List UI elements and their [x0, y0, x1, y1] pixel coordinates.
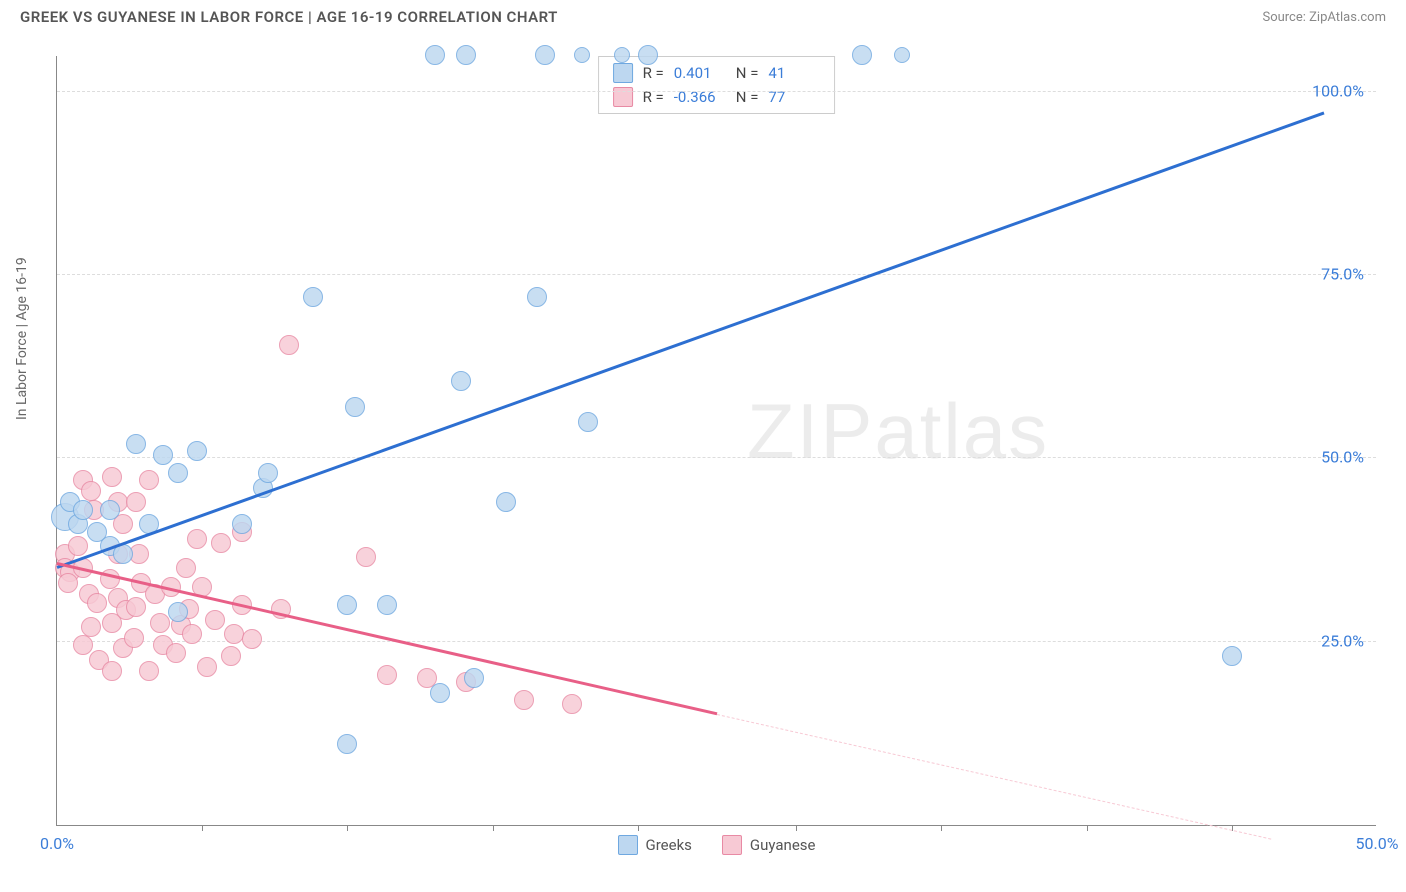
- data-point: [377, 665, 397, 685]
- x-tick: [638, 825, 639, 831]
- data-point: [337, 734, 357, 754]
- data-point: [211, 533, 231, 553]
- data-point: [527, 287, 547, 307]
- data-point: [221, 646, 241, 666]
- data-point: [1222, 646, 1242, 666]
- data-point: [126, 597, 146, 617]
- legend-item-greeks: Greeks: [618, 835, 692, 855]
- data-point: [894, 47, 910, 63]
- legend-item-guyanese: Guyanese: [722, 835, 816, 855]
- stats-row-guyanese: R = -0.366 N = 77: [613, 85, 821, 109]
- gridline: [57, 457, 1376, 458]
- data-point: [337, 595, 357, 615]
- legend-label-guyanese: Guyanese: [750, 836, 816, 854]
- x-tick: [796, 825, 797, 831]
- data-point: [126, 492, 146, 512]
- data-point: [377, 595, 397, 615]
- r-value-greeks: 0.401: [674, 64, 726, 82]
- data-point: [614, 47, 630, 63]
- data-point: [464, 668, 484, 688]
- data-point: [124, 628, 144, 648]
- data-point: [514, 690, 534, 710]
- data-point: [139, 661, 159, 681]
- data-point: [535, 45, 555, 65]
- data-point: [232, 514, 252, 534]
- r-label: R =: [643, 64, 664, 82]
- data-point: [73, 500, 93, 520]
- data-point: [176, 558, 196, 578]
- x-tick-label: 0.0%: [40, 834, 74, 853]
- x-tick: [941, 825, 942, 831]
- data-point: [81, 481, 101, 501]
- data-point: [456, 45, 476, 65]
- data-point: [197, 657, 217, 677]
- data-point: [153, 445, 173, 465]
- x-tick-label: 50.0%: [1356, 834, 1399, 853]
- n-value-greeks: 41: [768, 64, 820, 82]
- data-point: [574, 47, 590, 63]
- gridline: [57, 91, 1376, 92]
- correlation-stats-box: R = 0.401 N = 41 R = -0.366 N = 77: [598, 56, 836, 114]
- data-point: [578, 412, 598, 432]
- data-point: [166, 643, 186, 663]
- x-tick: [493, 825, 494, 831]
- trend-line-extrapolated: [717, 714, 1272, 840]
- data-point: [345, 397, 365, 417]
- data-point: [496, 492, 516, 512]
- data-point: [150, 613, 170, 633]
- stats-row-greeks: R = 0.401 N = 41: [613, 61, 821, 85]
- data-point: [638, 45, 658, 65]
- data-point: [258, 463, 278, 483]
- data-point: [356, 547, 376, 567]
- x-tick: [202, 825, 203, 831]
- data-point: [102, 661, 122, 681]
- swatch-guyanese: [722, 835, 742, 855]
- y-tick-label: 75.0%: [1321, 265, 1364, 284]
- data-point: [425, 45, 445, 65]
- data-point: [451, 371, 471, 391]
- n-label: N =: [736, 64, 759, 82]
- data-point: [100, 500, 120, 520]
- data-point: [852, 45, 872, 65]
- swatch-greeks: [613, 63, 633, 83]
- chart-header: GREEK VS GUYANESE IN LABOR FORCE | AGE 1…: [0, 0, 1406, 30]
- data-point: [182, 624, 202, 644]
- x-tick: [1087, 825, 1088, 831]
- data-point: [102, 467, 122, 487]
- data-point: [430, 683, 450, 703]
- data-point: [279, 335, 299, 355]
- data-point: [562, 694, 582, 714]
- swatch-greeks: [618, 835, 638, 855]
- data-point: [68, 536, 88, 556]
- y-tick-label: 100.0%: [1312, 81, 1364, 100]
- data-point: [303, 287, 323, 307]
- chart-title: GREEK VS GUYANESE IN LABOR FORCE | AGE 1…: [20, 8, 558, 26]
- data-point: [224, 624, 244, 644]
- data-point: [58, 573, 78, 593]
- watermark: ZIPatlas: [747, 386, 1049, 477]
- data-point: [139, 470, 159, 490]
- legend: Greeks Guyanese: [618, 835, 816, 855]
- data-point: [81, 617, 101, 637]
- data-point: [126, 434, 146, 454]
- data-point: [168, 602, 188, 622]
- legend-label-greeks: Greeks: [646, 836, 692, 854]
- gridline: [57, 274, 1376, 275]
- trend-line: [57, 111, 1325, 568]
- x-tick: [347, 825, 348, 831]
- data-point: [187, 441, 207, 461]
- data-point: [242, 629, 262, 649]
- data-point: [87, 593, 107, 613]
- data-point: [73, 635, 93, 655]
- y-axis-label: In Labor Force | Age 16-19: [14, 257, 30, 420]
- y-tick-label: 25.0%: [1321, 631, 1364, 650]
- chart-source: Source: ZipAtlas.com: [1262, 10, 1386, 25]
- data-point: [168, 463, 188, 483]
- y-tick-label: 50.0%: [1321, 448, 1364, 467]
- data-point: [205, 610, 225, 630]
- data-point: [187, 529, 207, 549]
- chart-plot-area: ZIPatlas R = 0.401 N = 41 R = -0.366 N =…: [56, 56, 1376, 826]
